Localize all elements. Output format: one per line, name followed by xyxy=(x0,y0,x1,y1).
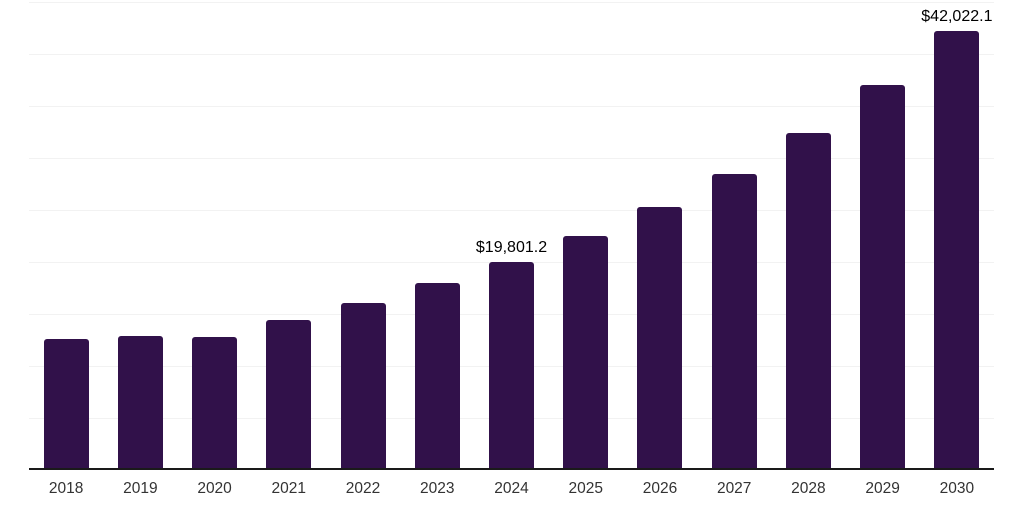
gridline xyxy=(29,210,994,211)
x-axis-label-2023: 2023 xyxy=(420,480,455,497)
bar-2020 xyxy=(192,336,238,468)
x-axis-label-2030: 2030 xyxy=(939,480,975,497)
bar-2024 xyxy=(489,262,534,468)
bar-2022 xyxy=(340,302,386,468)
bar-2023 xyxy=(414,282,460,468)
bar-2018 xyxy=(43,339,89,468)
gridline xyxy=(29,106,994,107)
bar-2027 xyxy=(711,173,757,468)
x-axis-label-2022: 2022 xyxy=(345,480,381,497)
data-label-2024: $19,801.2 xyxy=(475,239,548,257)
plot-area: $19,801.2 $42,022.1 xyxy=(29,0,994,470)
bar-2019 xyxy=(117,335,163,468)
data-label-2030: $42,022.1 xyxy=(921,7,993,25)
x-axis-label-2024: 2024 xyxy=(494,480,529,497)
gridline xyxy=(29,158,994,159)
bar-2021 xyxy=(266,320,312,468)
x-axis-label-2020: 2020 xyxy=(197,480,232,497)
x-axis-label-2028: 2028 xyxy=(791,480,826,497)
x-axis-label-2025: 2025 xyxy=(568,480,603,497)
bar-2025 xyxy=(563,236,609,468)
x-axis-label-2021: 2021 xyxy=(271,480,307,497)
x-axis-label-2026: 2026 xyxy=(642,480,678,497)
bar-2030 xyxy=(934,30,980,468)
x-axis-label-2029: 2029 xyxy=(865,480,900,497)
bar-2029 xyxy=(860,85,906,468)
bar-2026 xyxy=(637,206,683,468)
gridline xyxy=(29,54,994,55)
x-axis-label-2019: 2019 xyxy=(123,480,158,497)
gridline xyxy=(29,2,994,3)
bar-2028 xyxy=(785,133,831,468)
x-axis-label-2018: 2018 xyxy=(48,480,84,497)
x-axis-label-2027: 2027 xyxy=(716,480,752,497)
x-axis: 2018 2019 2020 2021 2022 2023 2024 2025 2026 2027… xyxy=(29,480,994,504)
